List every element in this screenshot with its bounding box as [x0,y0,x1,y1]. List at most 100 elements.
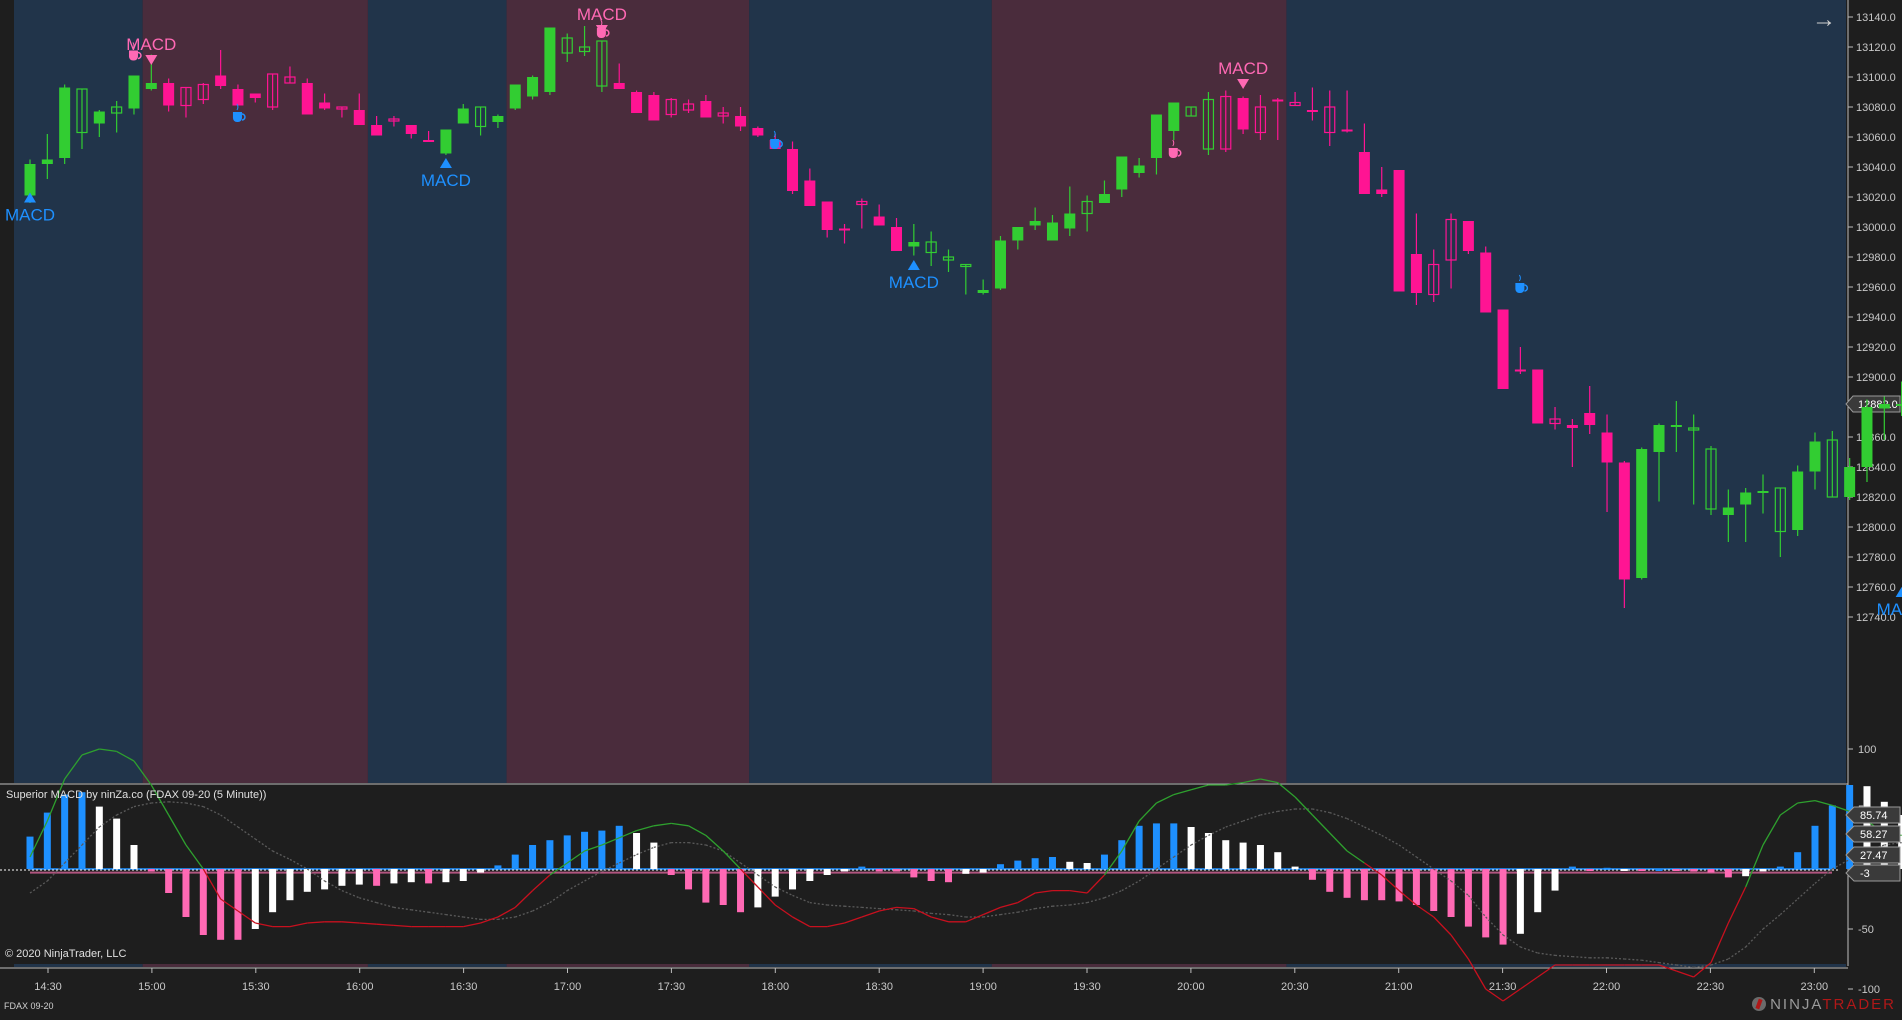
candle [510,85,521,109]
candle [1151,115,1162,159]
histogram-bar [460,869,467,881]
time-tick-label: 21:30 [1489,981,1517,993]
histogram-bar [1794,852,1801,869]
candle [440,130,451,154]
histogram-bar [1708,869,1715,873]
histogram-bar [148,869,155,871]
price-tick-label: 13020.0 [1856,192,1896,204]
instrument-label: FDAX 09-20 [4,1001,54,1011]
histogram-bar [876,869,883,871]
histogram-bar [1292,867,1299,869]
candle [891,227,902,251]
histogram-bar [234,869,241,940]
histogram-bar [1690,869,1697,871]
histogram-bar [668,869,675,875]
histogram-bar [650,843,657,869]
histogram-bar [945,869,952,882]
candle [1532,370,1543,424]
histogram-bar [321,869,328,889]
histogram-bar [182,869,189,917]
histogram-bar [200,869,207,935]
candle [631,92,642,113]
histogram-bar [1742,869,1749,876]
candle [1861,407,1872,467]
indicator-value-label: 85.74 [1846,807,1900,823]
time-tick-label: 18:00 [762,981,790,993]
histogram-bar [1084,863,1091,869]
ninjatrader-logo: NINJATRADER [1752,996,1896,1013]
price-tick-label: 13000.0 [1856,222,1896,234]
histogram-bar [217,869,224,940]
trend-zone-strip [368,964,507,967]
candle [1602,433,1613,463]
candle [1740,493,1751,505]
trend-zone-bull [14,0,143,783]
candle [1307,110,1318,112]
histogram-bar [910,869,917,877]
price-tick-label: 13060.0 [1856,132,1896,144]
time-tick-label: 15:00 [138,981,166,993]
histogram-bar [702,869,709,903]
candle [1671,425,1682,427]
candle [1879,404,1890,409]
candle [250,94,261,99]
time-tick-label: 21:00 [1385,981,1413,993]
trend-zone-bear [507,0,750,783]
histogram-bar [1014,861,1021,869]
candle [874,217,885,226]
candle [735,116,746,127]
histogram-bar [1205,833,1212,869]
candle [1515,370,1526,372]
price-tick-label: 12900.0 [1856,372,1896,384]
histogram-bar [1101,855,1108,869]
candle [1394,170,1405,292]
time-tick-label: 15:30 [242,981,270,993]
price-tick-label: 12940.0 [1856,312,1896,324]
histogram-bar [789,869,796,889]
svg-text:27.47: 27.47 [1860,850,1888,862]
price-tick-label: 13100.0 [1856,72,1896,84]
histogram-bar [1829,805,1836,869]
histogram-bar [737,869,744,912]
histogram-bar [997,864,1004,869]
candle [1619,463,1630,580]
candle [1792,472,1803,531]
candle [423,140,434,142]
candle [492,116,503,122]
histogram-bar [1170,823,1177,869]
histogram-bar [78,792,85,869]
histogram-bar [1500,869,1507,945]
trend-zone-bull [1286,0,1846,783]
histogram-bar [633,833,640,869]
candle [1342,130,1353,132]
histogram-bar [1604,868,1611,870]
price-tick-label: 12820.0 [1856,492,1896,504]
histogram-bar [113,819,120,869]
candle [614,83,625,89]
histogram-bar [442,869,449,882]
candle [215,76,226,87]
histogram-bar [269,869,276,912]
ninjatrader-logo-icon [1752,997,1766,1011]
histogram-bar [477,869,484,873]
time-tick-label: 19:30 [1073,981,1101,993]
histogram-bar [512,855,519,869]
histogram-bar [720,869,727,905]
candle [1636,449,1647,578]
price-tick-label: 12980.0 [1856,252,1896,264]
candle [1376,190,1387,195]
buy-signal-label: MACD [5,206,55,225]
histogram-bar [1153,823,1160,869]
histogram-bar [373,869,380,886]
logo-trader-text: TRADER [1822,996,1896,1013]
histogram-bar [928,869,935,881]
histogram-bar [1638,869,1645,871]
candle [908,242,919,247]
candle [1809,442,1820,472]
trend-zone-bull [749,0,992,783]
buy-signal-label: MACD [421,171,471,190]
scroll-to-latest-arrow-icon[interactable]: → [1812,6,1836,34]
histogram-bar [494,865,501,869]
